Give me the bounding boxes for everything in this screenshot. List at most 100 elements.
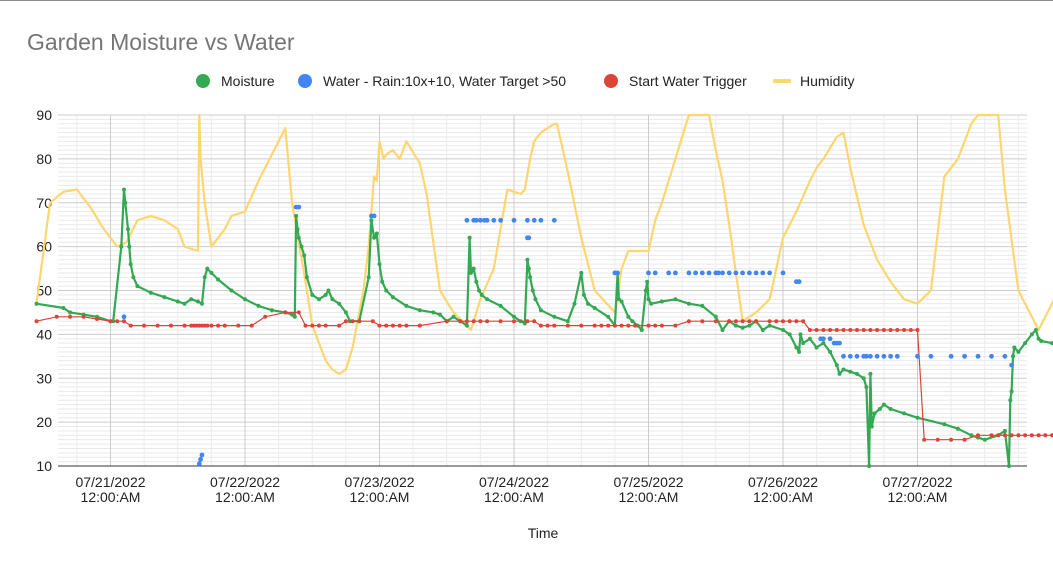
data-point [485,319,490,324]
grid [58,114,1027,467]
x-axis-title: Time [528,525,559,541]
data-point [296,204,302,210]
data-point [592,323,597,328]
data-point [209,270,214,275]
data-point [474,279,479,284]
data-point [821,336,826,342]
data-point [522,321,527,326]
data-point [95,317,99,321]
data-point [304,275,309,280]
data-point [733,323,738,328]
data-point [68,310,73,315]
data-point [727,319,732,324]
series-line [36,188,1053,468]
data-point [686,319,691,324]
data-point [377,323,382,328]
data-point [781,328,785,332]
data-point [794,319,799,324]
data-point [797,349,802,354]
data-point [874,353,880,359]
data-point [371,213,377,219]
y-tick-label: 50 [36,283,52,299]
data-point [498,319,503,324]
data-point [127,244,132,249]
data-point [615,270,620,276]
data-point [565,323,570,328]
data-point [700,319,705,324]
data-point [263,314,268,319]
data-point [538,323,543,328]
data-point [122,319,126,324]
data-point [479,292,484,297]
x-tick-label: 07/26/2022 [748,474,818,490]
y-tick-label: 20 [36,414,52,430]
legend-label: Water - Rain:10x+10, Water Target >50 [323,73,566,89]
data-point [626,323,631,328]
data-point [855,371,859,376]
data-point [908,328,913,332]
data-point [864,353,869,359]
data-point [798,332,803,337]
data-point [881,402,886,407]
data-point [877,407,882,411]
data-point [350,319,355,324]
y-tick-label: 90 [36,107,52,123]
data-point [61,306,66,310]
data-point [733,270,739,276]
data-point [848,369,853,374]
data-point [1039,339,1044,343]
data-point [417,323,422,328]
data-point [121,314,127,320]
data-point [720,328,725,332]
data-point [894,353,900,359]
data-point [847,353,853,359]
x-tick-label: 12:00:AM [215,489,275,505]
y-tick-label: 40 [36,326,52,342]
data-point [148,290,153,295]
data-point [451,314,456,319]
data-point [249,323,254,328]
data-point [370,319,375,324]
data-point [801,319,806,324]
x-tick-label: 12:00:AM [753,489,813,505]
data-point [754,319,759,324]
series-layer [34,113,1053,468]
data-point [444,319,449,324]
data-point [374,231,379,236]
data-point [982,437,987,442]
data-point [639,328,644,332]
data-point [645,279,650,284]
data-point [686,301,691,306]
data-point [686,270,692,276]
data-point [787,319,792,324]
data-point [119,244,124,249]
data-point [199,452,205,458]
series-water [121,204,1014,467]
data-point [989,353,994,359]
data-point [942,422,947,427]
data-point [864,385,869,389]
data-point [189,297,194,302]
data-point [619,323,624,328]
data-point [526,266,531,271]
data-point [484,217,490,223]
x-tick-label: 07/25/2022 [613,474,683,490]
data-point [531,217,537,223]
x-tick-label: 12:00:AM [81,489,141,505]
data-point [343,319,348,324]
data-point [222,323,227,328]
data-point [902,411,907,416]
data-point [565,319,570,324]
data-point [586,301,590,306]
data-point [949,437,954,442]
data-point [216,323,221,328]
data-point [606,323,611,328]
data-point [915,328,920,332]
data-point [1011,354,1015,359]
top-border [0,0,1053,1]
data-point [747,319,752,324]
data-point [128,262,133,267]
data-point [458,319,463,324]
data-point [552,323,557,328]
data-point [760,328,765,332]
